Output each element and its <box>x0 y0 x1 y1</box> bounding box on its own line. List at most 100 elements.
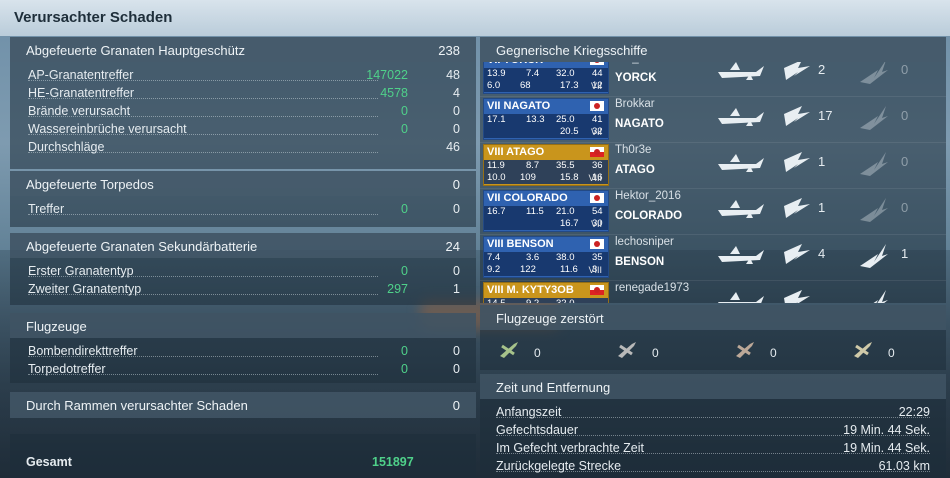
time-row: Gefechtsdauer 19 Min. 44 Sek. <box>496 423 930 440</box>
dot-leader <box>28 356 378 357</box>
ship-tier: VIII <box>588 173 602 183</box>
hit-icon <box>784 62 810 80</box>
fire-hit-icon <box>860 106 888 130</box>
ship-card-name: VIII BENSON <box>487 238 554 250</box>
stat-damage: 0 <box>401 104 408 118</box>
hit-icon <box>784 106 810 126</box>
other-count: 0 <box>901 200 909 215</box>
ship-stat: 17.1 <box>487 114 506 125</box>
ship-stat: 17.3 <box>560 80 579 91</box>
stat-row: Zweiter Granatentyp 297 1 <box>28 282 460 299</box>
ship-card[interactable]: VIII M. KYTY3OB 14.5 9.2 32.0 <box>483 282 609 303</box>
ship-name: BENSON <box>615 256 665 268</box>
stat-row: Treffer 0 0 <box>28 202 460 219</box>
time-label: Im Gefecht verbrachte Zeit <box>496 441 644 455</box>
stat-count: 4 <box>453 86 460 100</box>
ship-stat: 25.0 <box>556 114 575 125</box>
enemy-ship-row[interactable]: VII NAGATO 17.1 13.3 25.0 41 20.5 32 VII Brokkar… <box>480 96 946 143</box>
ship-stat: 9.2 <box>526 298 539 303</box>
time-row: Im Gefecht verbrachte Zeit 19 Min. 44 Sek… <box>496 441 930 458</box>
ship-card[interactable]: VIII BENSON 7.4 3.6 38.0 35 9.2 122 11.6 3 VIII <box>483 236 609 278</box>
stat-damage: 0 <box>401 362 408 376</box>
dot-leader <box>28 294 378 295</box>
stat-count: 0 <box>453 344 460 358</box>
sinking-ship-icon <box>718 292 764 303</box>
main-battery-header: Abgefeuerte Granaten Hauptgeschütz 238 <box>10 37 476 62</box>
enemy-ship-row[interactable]: VII COLORADO 16.7 11.5 21.0 54 16.7 30 VII Hekto… <box>480 188 946 235</box>
stat-label: Torpedotreffer <box>28 362 106 376</box>
ship-stat: 6.0 <box>487 80 501 91</box>
ramming-row: Durch Rammen verursachter Schaden 0 <box>10 392 476 418</box>
dot-leader <box>28 98 378 99</box>
stat-damage: 147022 <box>366 68 408 82</box>
enemy-ship-row[interactable]: VIII M. KYTY3OB 14.5 9.2 32.0 renegade1973 <box>480 280 946 303</box>
ship-card-stats-row: 6.0 68 17.3 12 <box>484 80 608 92</box>
stat-label: HE-Granatentreffer <box>28 86 135 100</box>
nation-flag <box>590 62 604 65</box>
title-bar: Verursachter Schaden <box>0 0 950 36</box>
stat-damage: 4578 <box>380 86 408 100</box>
torpedo-total: 0 <box>452 177 460 192</box>
ship-stat: 16.7 <box>487 206 506 217</box>
time-row: Zurückgelegte Strecke 61.03 km <box>496 459 930 476</box>
ship-card-stats-row: 7.4 3.6 38.0 35 <box>484 252 608 264</box>
ship-card-name: VII YORCK <box>487 62 543 66</box>
ship-stat: 44 <box>592 68 603 79</box>
enemy-ship-list[interactable]: VII YORCK13.97.432.0446.06817.312VIIMK_Y… <box>0 62 950 303</box>
enemy-ship-row[interactable]: VIII BENSON 7.4 3.6 38.0 35 9.2 122 11.6 3 VIII le… <box>480 234 946 281</box>
nation-flag <box>590 239 604 249</box>
ship-card-stats-row: 14.5 9.2 32.0 <box>484 298 608 303</box>
fire-hit-icon <box>860 62 888 84</box>
ship-stat: 36 <box>592 160 603 171</box>
stat-count: 0 <box>453 122 460 136</box>
ship-tier: VIII <box>588 265 602 275</box>
ship-name: ATAGO <box>615 164 655 176</box>
nation-flag <box>590 101 604 111</box>
ship-card-stats-row: 16.7 30 <box>484 218 608 230</box>
ship-stat: 7.4 <box>526 68 540 79</box>
dot-leader <box>496 435 930 436</box>
ship-stat: 54 <box>592 206 603 217</box>
dive-bomber-icon <box>734 340 756 360</box>
stat-count: 46 <box>446 140 460 154</box>
ship-stat: 3 <box>592 264 598 275</box>
ship-card-stats-row: 9.2 122 11.6 3 <box>484 264 608 276</box>
torpedo-title: Abgefeuerte Torpedos <box>26 177 154 192</box>
secondary-total: 24 <box>445 239 460 254</box>
ship-card-stats-row: 13.9 7.4 32.0 44 <box>484 68 608 80</box>
enemy-ship-row[interactable]: VIII ATAGO 11.9 8.7 35.5 36 10.0 109 15.8 16 VIII… <box>480 142 946 189</box>
dot-leader <box>28 116 378 117</box>
time-label: Zurückgelegte Strecke <box>496 459 622 473</box>
stat-damage: 0 <box>401 344 408 358</box>
fighter-icon <box>498 340 520 360</box>
hit-count: 2 <box>818 62 826 77</box>
stat-damage: 0 <box>401 122 408 136</box>
sinking-ship-icon <box>718 200 764 218</box>
planes-destroyed-header: Flugzeuge zerstört <box>480 305 946 330</box>
ship-name: YORCK <box>615 72 657 84</box>
ship-card[interactable]: VIII ATAGO 11.9 8.7 35.5 36 10.0 109 15.8 16 VIII <box>483 144 609 186</box>
hit-icon <box>784 198 810 218</box>
ship-stat: 14.5 <box>487 298 506 303</box>
ship-stat: 8.7 <box>526 160 540 171</box>
time-value: 61.03 km <box>878 459 930 473</box>
ship-card[interactable]: VII NAGATO 17.1 13.3 25.0 41 20.5 32 VII <box>483 98 609 140</box>
aircraft-title: Flugzeuge <box>26 319 87 334</box>
main-battery-title: Abgefeuerte Granaten Hauptgeschütz <box>26 43 245 58</box>
time-distance-header: Zeit und Entfernung <box>480 374 946 399</box>
torpedo-header: Abgefeuerte Torpedos 0 <box>10 171 476 196</box>
ship-card[interactable]: VII COLORADO 16.7 11.5 21.0 54 16.7 30 VII <box>483 190 609 232</box>
ship-stat: 21.0 <box>556 206 575 217</box>
stat-row: Brände verursacht 0 0 <box>28 104 460 121</box>
ship-card-stats-row: 16.7 11.5 21.0 54 <box>484 206 608 218</box>
time-value: 22:29 <box>898 405 930 419</box>
ship-stat: 38.0 <box>556 252 575 263</box>
ship-stat: 10.0 <box>487 172 506 183</box>
ship-name: COLORADO <box>615 210 683 222</box>
secondary-header: Abgefeuerte Granaten Sekundärbatterie 24 <box>10 233 476 258</box>
fire-hit-icon <box>860 244 888 268</box>
stat-label: Bombendirekttreffer <box>28 344 138 358</box>
total-panel: Gesamt 151897 <box>10 434 476 478</box>
